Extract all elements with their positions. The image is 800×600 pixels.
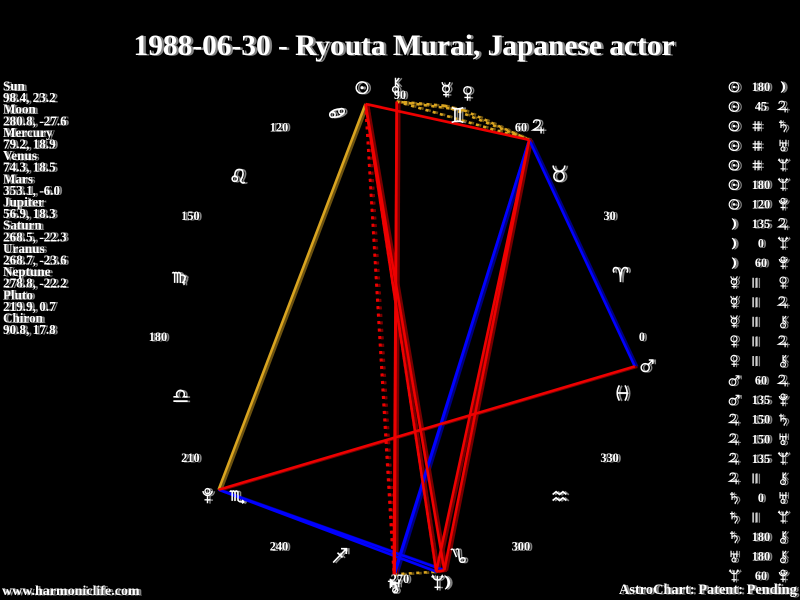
svg-text:Neptune: Neptune bbox=[3, 264, 51, 279]
svg-text:Mars: Mars bbox=[3, 171, 33, 186]
svg-text:268.7, -23.6: 268.7, -23.6 bbox=[3, 253, 67, 268]
svg-text:Chiron: Chiron bbox=[3, 311, 44, 326]
svg-text:180: 180 bbox=[149, 330, 167, 344]
svg-text:60: 60 bbox=[755, 569, 767, 583]
svg-text:56.9, 18.3: 56.9, 18.3 bbox=[3, 206, 56, 221]
svg-text:60: 60 bbox=[515, 120, 527, 134]
svg-text:Sun: Sun bbox=[3, 79, 26, 94]
svg-text:AstroChart: Patent: Pending: AstroChart: Patent: Pending bbox=[619, 582, 798, 598]
svg-text:353.1, -6.0: 353.1, -6.0 bbox=[3, 183, 61, 198]
svg-text:180: 180 bbox=[752, 550, 770, 564]
svg-text:Venus: Venus bbox=[3, 148, 37, 163]
svg-text:Uranus: Uranus bbox=[3, 241, 45, 256]
svg-text:278.8, -22.2: 278.8, -22.2 bbox=[3, 276, 67, 291]
svg-text:45: 45 bbox=[755, 100, 767, 114]
svg-text:330: 330 bbox=[600, 451, 618, 465]
svg-text:219.9, 0.7: 219.9, 0.7 bbox=[3, 299, 56, 314]
svg-text:150: 150 bbox=[181, 209, 199, 223]
svg-text:74.3, 18.5: 74.3, 18.5 bbox=[3, 160, 56, 175]
svg-text:135: 135 bbox=[752, 217, 770, 231]
svg-text:280.8, -27.6: 280.8, -27.6 bbox=[3, 113, 67, 128]
svg-text:90: 90 bbox=[394, 88, 406, 102]
svg-text:1988-06-30 - Ryouta Murai, Jap: 1988-06-30 - Ryouta Murai, Japanese acto… bbox=[134, 30, 675, 62]
svg-text:135: 135 bbox=[752, 452, 770, 466]
svg-text:300: 300 bbox=[512, 540, 530, 554]
svg-text:Saturn: Saturn bbox=[3, 218, 43, 233]
svg-text:240: 240 bbox=[270, 540, 288, 554]
svg-text:180: 180 bbox=[752, 80, 770, 94]
svg-text:0: 0 bbox=[639, 330, 645, 344]
svg-text:180: 180 bbox=[752, 178, 770, 192]
svg-text:79.2, 18.9: 79.2, 18.9 bbox=[3, 137, 56, 152]
svg-text:www.harmoniclife.com: www.harmoniclife.com bbox=[2, 584, 140, 599]
svg-text:60: 60 bbox=[755, 374, 767, 388]
svg-text:90.8, 17.8: 90.8, 17.8 bbox=[3, 322, 56, 337]
svg-text:98.4, 23.2: 98.4, 23.2 bbox=[3, 90, 56, 105]
svg-text:Jupiter: Jupiter bbox=[3, 195, 44, 210]
svg-text:30: 30 bbox=[603, 209, 615, 223]
svg-text:268.5, -22.3: 268.5, -22.3 bbox=[3, 229, 67, 244]
svg-text:120: 120 bbox=[752, 197, 770, 211]
svg-text:150: 150 bbox=[752, 432, 770, 446]
svg-text:210: 210 bbox=[181, 451, 199, 465]
svg-text:0: 0 bbox=[758, 491, 764, 505]
svg-text:Pluto: Pluto bbox=[3, 287, 33, 302]
svg-text:180: 180 bbox=[752, 530, 770, 544]
svg-text:150: 150 bbox=[752, 413, 770, 427]
svg-text:Moon: Moon bbox=[3, 102, 37, 117]
svg-text:60: 60 bbox=[755, 256, 767, 270]
svg-text:135: 135 bbox=[752, 393, 770, 407]
svg-text:Mercury: Mercury bbox=[3, 125, 53, 140]
svg-text:0: 0 bbox=[758, 237, 764, 251]
svg-text:120: 120 bbox=[270, 120, 288, 134]
